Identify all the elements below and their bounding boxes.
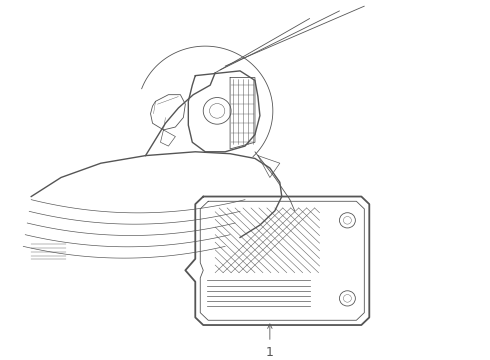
Text: 1: 1 [266,346,274,359]
